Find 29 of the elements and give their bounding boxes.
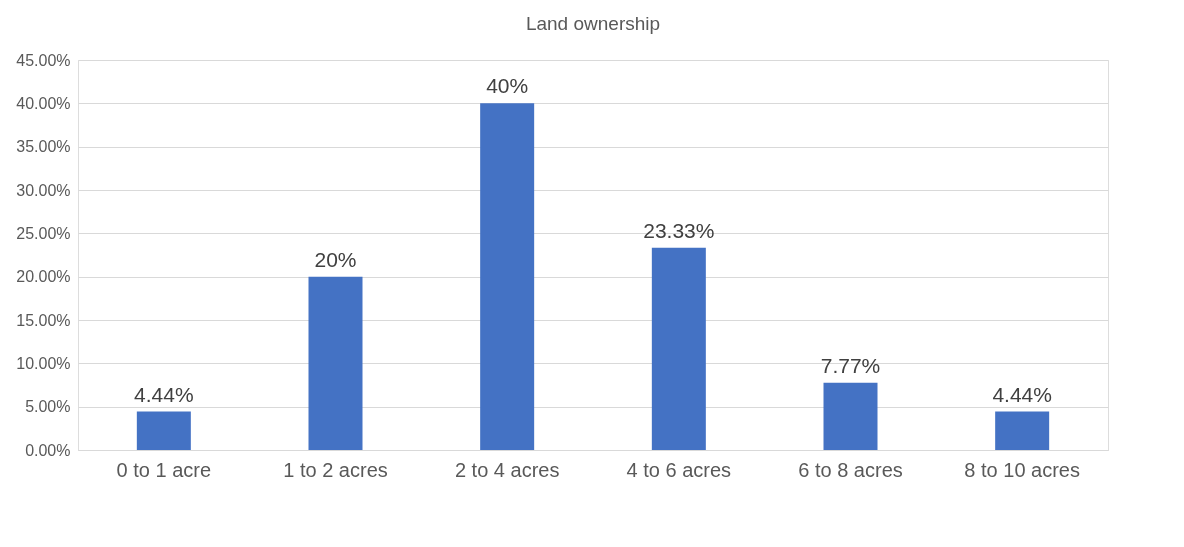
data-label: 4.44% — [992, 382, 1052, 406]
x-tick-label: 1 to 2 acres — [283, 458, 388, 481]
data-label: 7.77% — [820, 353, 881, 377]
y-tick-label: 40.00% — [16, 94, 71, 112]
y-tick-label: 10.00% — [16, 354, 71, 372]
x-tick-label: 6 to 8 acres — [798, 458, 903, 481]
y-tick-label: 35.00% — [16, 138, 71, 156]
data-label: 20% — [314, 247, 357, 271]
y-tick-label: 5.00% — [25, 398, 71, 416]
y-tick-label: 25.00% — [16, 224, 71, 242]
x-tick-label: 4 to 6 acres — [626, 458, 732, 481]
bar — [651, 247, 706, 450]
chart-title: Land ownership — [525, 13, 661, 34]
bar — [995, 411, 1050, 450]
bar — [136, 411, 191, 450]
x-tick-label: 2 to 4 acres — [454, 458, 560, 481]
data-label: 23.33% — [643, 218, 715, 242]
bar — [480, 103, 535, 450]
x-tick-label: 8 to 10 acres — [964, 458, 1080, 481]
bar — [308, 276, 363, 450]
x-tick-label: 0 to 1 acre — [116, 458, 212, 481]
y-tick-label: 0.00% — [25, 441, 71, 459]
y-tick-label: 45.00% — [16, 51, 71, 69]
y-tick-label: 30.00% — [16, 181, 71, 199]
bar — [823, 382, 878, 450]
data-label: 4.44% — [134, 382, 194, 406]
y-tick-label: 15.00% — [16, 311, 71, 329]
y-tick-label: 20.00% — [16, 268, 71, 286]
data-label: 40% — [486, 74, 529, 98]
